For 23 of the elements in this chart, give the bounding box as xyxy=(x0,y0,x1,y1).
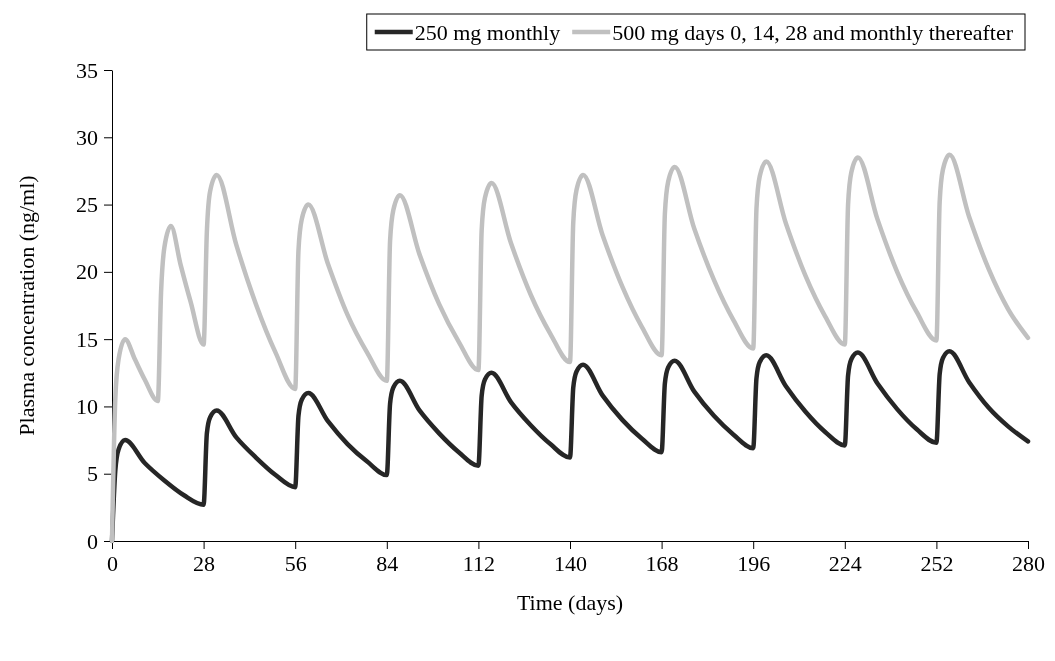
x-tick-label: 196 xyxy=(737,550,771,576)
x-tick-label: 252 xyxy=(920,550,954,576)
x-tick-label: 28 xyxy=(193,550,216,576)
x-tick-label: 112 xyxy=(462,550,495,576)
x-tick-label: 224 xyxy=(828,550,862,576)
y-tick-label: 5 xyxy=(87,461,98,487)
x-axis-title: Time (days) xyxy=(516,590,624,615)
y-axis-title: Plasma concentration (ng/ml) xyxy=(14,175,39,436)
legend-label: 500 mg days 0, 14, 28 and monthly thereafter xyxy=(612,20,1014,45)
y-tick-label: 35 xyxy=(76,57,98,83)
y-tick-label: 15 xyxy=(76,326,98,352)
x-tick-label: 0 xyxy=(107,550,118,576)
x-tick-label: 84 xyxy=(376,550,399,576)
y-tick-label: 0 xyxy=(87,528,98,554)
y-tick-label: 20 xyxy=(76,259,98,285)
x-tick-label: 56 xyxy=(284,550,307,576)
x-tick-label: 280 xyxy=(1012,550,1045,576)
y-tick-label: 30 xyxy=(76,124,98,150)
x-tick-label: 140 xyxy=(554,550,587,576)
y-tick-label: 25 xyxy=(76,192,98,218)
legend-label: 250 mg monthly xyxy=(414,20,561,45)
y-tick-label: 10 xyxy=(76,393,98,419)
x-tick-label: 168 xyxy=(645,550,679,576)
